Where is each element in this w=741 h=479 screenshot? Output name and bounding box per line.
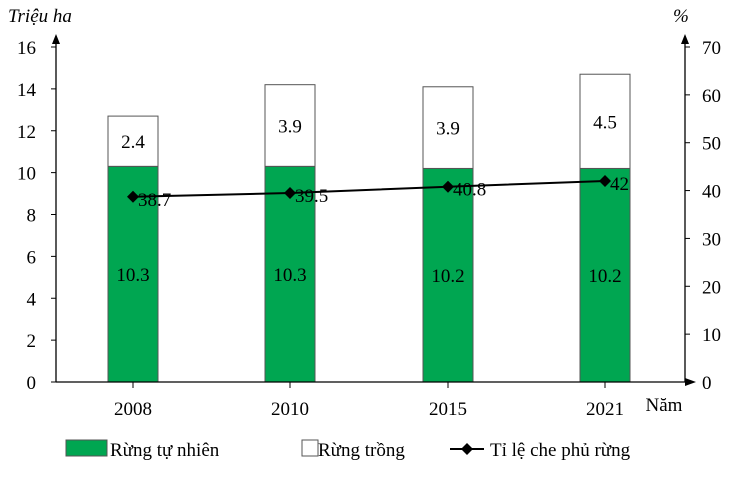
legend-swatch-planted-forest: [301, 439, 319, 457]
bar-planted-forest: [422, 86, 474, 169]
left-y-tick-label: 4: [27, 289, 37, 310]
data-label-forest-coverage: 38.7: [138, 190, 171, 211]
data-label-natural-forest: 10.2: [431, 266, 464, 287]
x-tick-label: 2010: [271, 399, 309, 420]
left-y-tick-label: 0: [27, 373, 37, 394]
x-axis-title: Năm: [646, 395, 683, 416]
left-y-tick-label: 8: [27, 206, 37, 227]
right-y-axis-arrow: [681, 34, 689, 44]
left-y-tick-label: 16: [17, 38, 36, 59]
left-y-tick-label: 2: [27, 331, 37, 352]
legend-swatch-natural-forest: [65, 439, 108, 457]
point-forest-coverage: [442, 180, 454, 193]
right-y-tick-label: 0: [702, 373, 712, 394]
legend-label-natural-forest: Rừng tự nhiên: [110, 440, 220, 461]
data-label-planted-forest: 3.9: [436, 119, 460, 140]
left-y-axis-arrow: [52, 34, 60, 44]
right-y-tick-label: 30: [702, 229, 721, 250]
data-label-forest-coverage: 39.5: [295, 186, 328, 207]
legend-label-planted-forest: Rừng trồng: [318, 440, 405, 461]
bar-planted-forest: [107, 115, 159, 167]
line-forest-coverage: [132, 180, 606, 198]
right-y-tick-label: 50: [702, 134, 721, 155]
left-y-tick-label: 12: [17, 122, 36, 143]
x-axis-arrow: [685, 378, 696, 386]
data-label-natural-forest: 10.2: [588, 266, 621, 287]
x-tick-label: 2021: [586, 399, 624, 420]
right-axis-title: %: [673, 6, 689, 27]
point-forest-coverage: [127, 190, 139, 203]
bar-natural-forest: [422, 167, 474, 383]
bar-planted-forest: [264, 84, 316, 167]
left-y-tick-label: 14: [17, 80, 37, 101]
bar-planted-forest: [579, 73, 631, 169]
data-label-forest-coverage: 42: [610, 174, 629, 195]
legend-label-forest-coverage: Tỉ lệ che phủ rừng: [490, 440, 631, 461]
data-label-natural-forest: 10.3: [273, 265, 306, 286]
point-forest-coverage: [599, 175, 611, 187]
left-y-tick-label: 10: [17, 164, 36, 185]
data-label-planted-forest: 3.9: [278, 117, 302, 138]
x-tick-label: 2008: [114, 399, 152, 420]
left-y-tick-label: 6: [27, 247, 37, 268]
x-tick-label: 2015: [429, 399, 467, 420]
left-axis-title: Triệu ha: [8, 6, 72, 27]
data-label-natural-forest: 10.3: [116, 265, 149, 286]
right-y-tick-label: 40: [702, 182, 721, 203]
right-y-tick-label: 20: [702, 277, 721, 298]
legend-marker-forest-coverage: [461, 443, 473, 455]
data-label-forest-coverage: 40.8: [453, 180, 486, 201]
right-y-tick-label: 10: [702, 325, 721, 346]
right-y-tick-label: 70: [702, 38, 721, 59]
data-label-planted-forest: 2.4: [121, 132, 145, 153]
point-forest-coverage: [284, 186, 296, 199]
data-label-planted-forest: 4.5: [593, 112, 617, 133]
right-y-tick-label: 60: [702, 86, 721, 107]
